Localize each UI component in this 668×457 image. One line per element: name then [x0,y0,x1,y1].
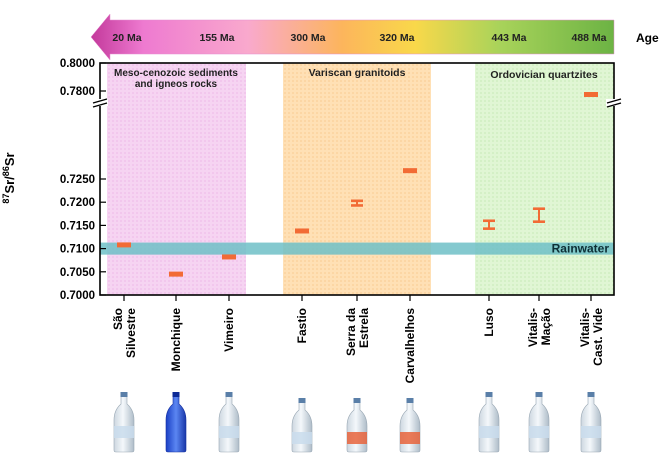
water-bottle-icon [113,392,135,453]
group-band-ordovician [475,63,614,295]
age-label-300-ma: 300 Ma [290,32,325,44]
y-tick-label: 0.7200 [60,197,95,209]
y-tick-label: 0.7150 [60,220,95,232]
water-bottle-icon [399,398,421,453]
age-label-320-ma: 320 Ma [379,32,414,44]
category-label-vitalis-cast-vide: Vitalis- Cast. Vide [578,308,605,366]
marker-sao-silvestre [117,242,131,248]
category-label-line: Mação [539,308,553,345]
y-tick-label: 0.7000 [60,290,95,302]
group-band-meso-cenozoic [107,63,246,295]
group-bands [107,63,614,295]
water-bottle-icon [478,392,500,453]
y-axis: 0.8000 0.7800 0.7250 0.7200 0.7150 0.7100 0.70… [60,58,106,302]
group-label-meso-cenozoic-line2: and igneos rocks [135,79,218,90]
category-label-line: Serra da [344,308,358,356]
marker-vitalis-macao [533,207,545,223]
age-title: Age [636,31,659,45]
svg-text:87Sr/86Sr: 87Sr/86Sr [1,152,17,203]
category-label-line: São [111,308,125,330]
water-bottle-icon [528,392,550,453]
group-label-ordovician: Ordovician quartzites [490,69,598,81]
y-axis-title: 87Sr/86Sr [1,152,17,203]
age-label-155-ma: 155 Ma [199,32,234,44]
marker-fastio [295,228,309,234]
marker-carvalhelhos [403,168,417,174]
y-axis-title-base1: Sr [2,180,17,194]
water-bottle-icon [165,392,187,453]
group-label-meso-cenozoic-line1: Meso-cenozoic sediments [114,68,238,79]
y-tick-label: 0.8000 [60,58,95,70]
y-tick-label: 0.7250 [60,174,95,186]
water-bottle-icon [218,392,240,453]
age-label-488-ma: 488 Ma [571,32,606,44]
bottle-row [113,392,602,453]
y-tick-label: 0.7100 [60,244,95,256]
y-axis-title-sup1: 87 [1,194,11,204]
water-bottle-icon [346,398,368,453]
data-markers [117,92,598,277]
category-label-vitalis-macao: Vitalis- Mação [526,308,553,347]
category-label-line: Luso [482,308,496,337]
category-label-line: Carvalhelhos [403,308,417,384]
age-label-20-ma: 20 Ma [112,32,141,44]
category-label-serra-da-estrela: Serra da Estrela [344,308,371,356]
rainwater-band: Rainwater [100,242,614,256]
category-label-luso: Luso [482,308,496,337]
y-tick-label: 0.7800 [60,86,95,98]
water-bottle-icon [580,392,602,453]
y-axis-title-slash: / [2,176,17,180]
group-label-variscan: Variscan granitoids [309,67,406,79]
y-axis-title-base2: Sr [2,152,17,166]
y-axis-title-sup2: 86 [1,166,11,176]
category-label-fastio: Fastio [295,308,309,343]
category-label-line: Vimeiro [222,308,236,352]
category-label-line: Cast. Vide [591,308,605,366]
category-label-line: Fastio [295,308,309,343]
marker-vitalis-cast-vide [584,92,598,97]
category-label-line: Estrela [357,308,371,348]
y-axis-break [92,98,622,108]
marker-serra-da-estrela [351,199,363,207]
category-label-vimeiro: Vimeiro [222,308,236,352]
marker-vimeiro [222,254,236,260]
group-band-variscan [283,63,431,295]
rainwater-label: Rainwater [552,242,610,256]
category-label-line: Vitalis- [578,308,592,347]
age-arrow: 20 Ma 155 Ma 300 Ma 320 Ma 443 Ma 488 Ma Age [90,13,659,61]
y-tick-label: 0.7050 [60,267,95,279]
category-label-sao-silvestre: São Silvestre [111,308,138,358]
x-axis: São Silvestre Monchique Vimeiro Fastio Serra … [111,295,605,383]
marker-monchique [169,271,183,277]
category-label-monchique: Monchique [169,308,183,372]
marker-luso [483,219,495,230]
water-bottle-icon [291,398,313,453]
category-label-line: Vitalis- [526,308,540,347]
category-label-line: Silvestre [124,308,138,358]
category-label-carvalhelhos: Carvalhelhos [403,308,417,384]
category-label-line: Monchique [169,308,183,372]
age-label-443-ma: 443 Ma [491,32,526,44]
